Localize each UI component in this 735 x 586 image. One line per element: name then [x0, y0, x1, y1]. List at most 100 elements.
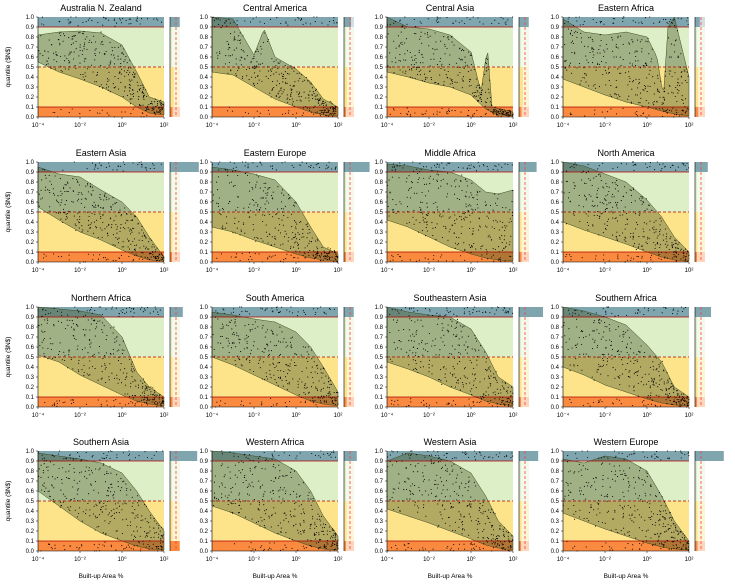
- data-point: [108, 162, 110, 164]
- data-point: [125, 213, 128, 215]
- data-point: [481, 254, 483, 256]
- data-point: [249, 402, 251, 404]
- data-point: [241, 400, 243, 402]
- data-point: [304, 383, 306, 385]
- data-point: [88, 215, 90, 217]
- data-point: [505, 113, 507, 115]
- data-point: [440, 180, 442, 182]
- data-point: [431, 222, 433, 224]
- data-point: [389, 260, 391, 262]
- data-point: [405, 181, 407, 183]
- data-point: [231, 110, 233, 112]
- band-2: [212, 317, 338, 357]
- data-point: [568, 16, 570, 18]
- y-tick-label: 0.4: [26, 220, 35, 226]
- data-point: [278, 97, 280, 99]
- data-point: [614, 188, 616, 190]
- data-point: [569, 114, 572, 116]
- data-point: [220, 27, 222, 29]
- data-point: [442, 341, 444, 343]
- data-point: [474, 348, 476, 350]
- data-point: [474, 373, 476, 375]
- data-point: [269, 69, 271, 71]
- data-point: [617, 207, 619, 209]
- data-point: [309, 166, 312, 168]
- data-point: [599, 173, 601, 175]
- data-point: [629, 43, 631, 45]
- data-point: [661, 168, 663, 170]
- data-point: [609, 202, 611, 204]
- data-point: [254, 321, 256, 323]
- data-point: [404, 72, 406, 74]
- data-point: [124, 222, 127, 224]
- data-point: [408, 364, 410, 366]
- data-point: [267, 329, 269, 331]
- data-point: [418, 70, 420, 73]
- data-point: [677, 56, 679, 58]
- data-point: [301, 381, 303, 383]
- data-point: [622, 210, 625, 212]
- data-point: [677, 30, 679, 32]
- data-point: [436, 48, 438, 50]
- data-point: [400, 31, 402, 33]
- data-point: [100, 41, 102, 43]
- data-point: [639, 198, 641, 200]
- data-point: [156, 101, 158, 103]
- data-point: [323, 250, 325, 252]
- data-point: [79, 222, 81, 224]
- marginal-bar-2: [170, 357, 173, 397]
- data-point: [279, 223, 281, 225]
- y-tick-label: 0.8: [375, 180, 384, 186]
- data-point: [498, 258, 500, 260]
- data-point: [229, 321, 231, 324]
- data-point: [592, 18, 594, 21]
- envelope-band: [386, 306, 514, 407]
- data-point: [658, 90, 660, 92]
- data-point: [434, 345, 436, 347]
- data-point: [260, 356, 262, 358]
- data-point: [151, 246, 153, 248]
- data-point: [230, 181, 232, 183]
- data-point: [633, 243, 636, 245]
- data-point: [130, 382, 132, 384]
- data-point: [428, 371, 430, 373]
- band-1: [563, 357, 689, 397]
- data-point: [638, 236, 640, 238]
- data-point: [677, 55, 679, 57]
- data-point: [461, 189, 463, 192]
- y-tick-label: 0.3: [200, 230, 209, 236]
- data-point: [138, 232, 140, 234]
- data-point: [403, 163, 405, 166]
- data-point: [85, 185, 87, 187]
- data-point: [464, 62, 466, 64]
- y-tick-label: 0.3: [375, 375, 384, 381]
- data-point: [90, 193, 92, 195]
- data-point: [128, 18, 130, 20]
- data-point: [112, 197, 114, 199]
- data-point: [297, 311, 299, 313]
- data-point: [439, 74, 441, 76]
- data-point: [257, 75, 259, 77]
- data-point: [487, 258, 489, 260]
- data-point: [484, 311, 486, 313]
- data-point: [599, 175, 602, 177]
- data-point: [583, 182, 586, 184]
- data-point: [464, 211, 466, 214]
- data-point: [337, 256, 339, 258]
- data-point: [617, 350, 619, 352]
- data-point: [267, 39, 269, 41]
- data-point: [120, 382, 123, 384]
- envelope-band: [211, 166, 339, 262]
- scatter-points: [563, 161, 690, 263]
- data-point: [335, 400, 337, 402]
- data-point: [93, 353, 95, 355]
- data-point: [281, 72, 283, 74]
- data-point: [259, 112, 261, 114]
- data-point: [447, 172, 449, 174]
- data-point: [303, 236, 305, 238]
- data-point: [77, 181, 79, 183]
- data-point: [237, 66, 239, 68]
- y-tick-label: 0.4: [551, 75, 560, 81]
- data-point: [253, 229, 255, 231]
- data-point: [219, 405, 221, 407]
